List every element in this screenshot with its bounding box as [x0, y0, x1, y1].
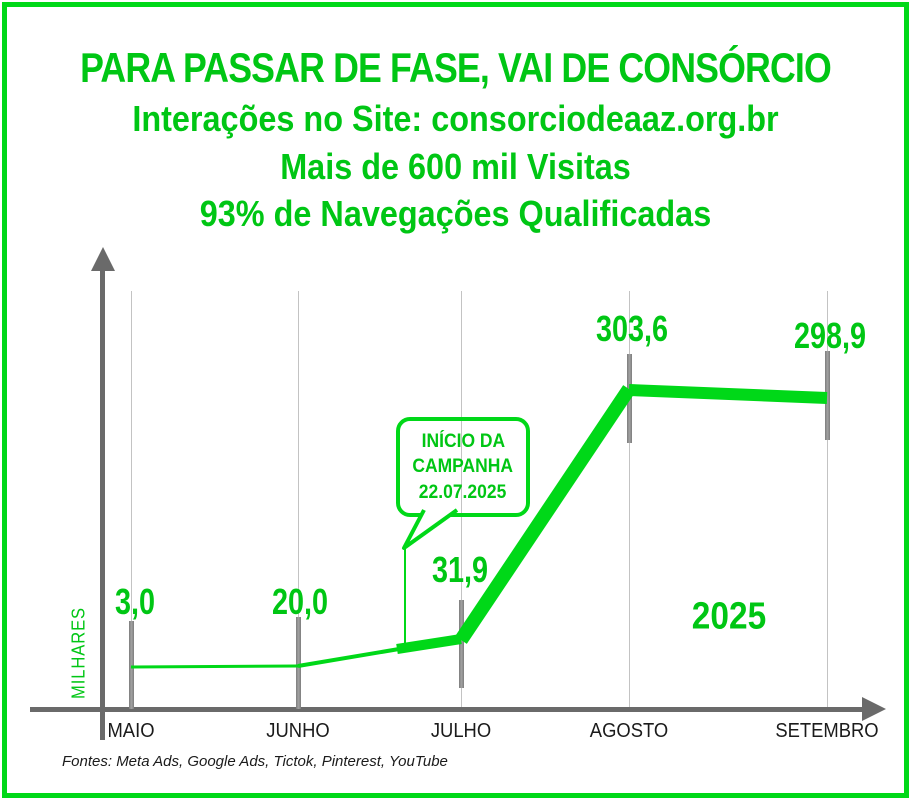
- callout-line-3: 22.07.2025: [419, 481, 507, 503]
- sources-footnote: Fontes: Meta Ads, Google Ads, Tictok, Pi…: [62, 753, 448, 770]
- month-gridline: [298, 291, 299, 709]
- callout-line-1: INÍCIO DA: [421, 431, 505, 453]
- value-label: 303,6: [595, 308, 669, 349]
- callout-line-2: CAMPANHA: [412, 456, 514, 478]
- data-point-bar: [459, 600, 464, 688]
- month-label: MAIO: [107, 720, 155, 742]
- month-label: JULHO: [430, 720, 492, 742]
- x-axis-line: [30, 707, 864, 712]
- month-gridline: [827, 291, 828, 709]
- month-gridline: [131, 291, 132, 709]
- campaign-start-callout: INÍCIO DA CAMPANHA 22.07.2025: [396, 417, 530, 517]
- subtitle-visits: Mais de 600 mil Visitas: [280, 146, 631, 187]
- data-point-bar: [825, 351, 830, 440]
- subtitle-site-interactions: Interações no Site: consorciodeaaz.org.b…: [132, 98, 779, 139]
- data-point-bar: [296, 617, 301, 709]
- value-label: 298,9: [793, 315, 867, 356]
- value-label: 3,0: [114, 581, 156, 622]
- value-label: 31,9: [431, 549, 489, 590]
- data-point-bar: [129, 621, 134, 709]
- y-axis-line: [100, 266, 105, 740]
- month-label: AGOSTO: [589, 720, 669, 742]
- month-label: JUNHO: [266, 720, 330, 742]
- year-label: 2025: [691, 595, 767, 638]
- x-axis-arrowhead-icon: [862, 697, 886, 721]
- month-label: SETEMBRO: [775, 720, 879, 742]
- value-label: 20,0: [271, 581, 329, 622]
- y-axis-arrowhead-icon: [91, 247, 115, 271]
- subtitle-qualified-navigation: 93% de Navegações Qualificadas: [199, 193, 712, 234]
- page-title: PARA PASSAR DE FASE, VAI DE CONSÓRCIO: [80, 44, 832, 91]
- y-axis-label: MILHARES: [68, 606, 89, 700]
- data-point-bar: [627, 354, 632, 443]
